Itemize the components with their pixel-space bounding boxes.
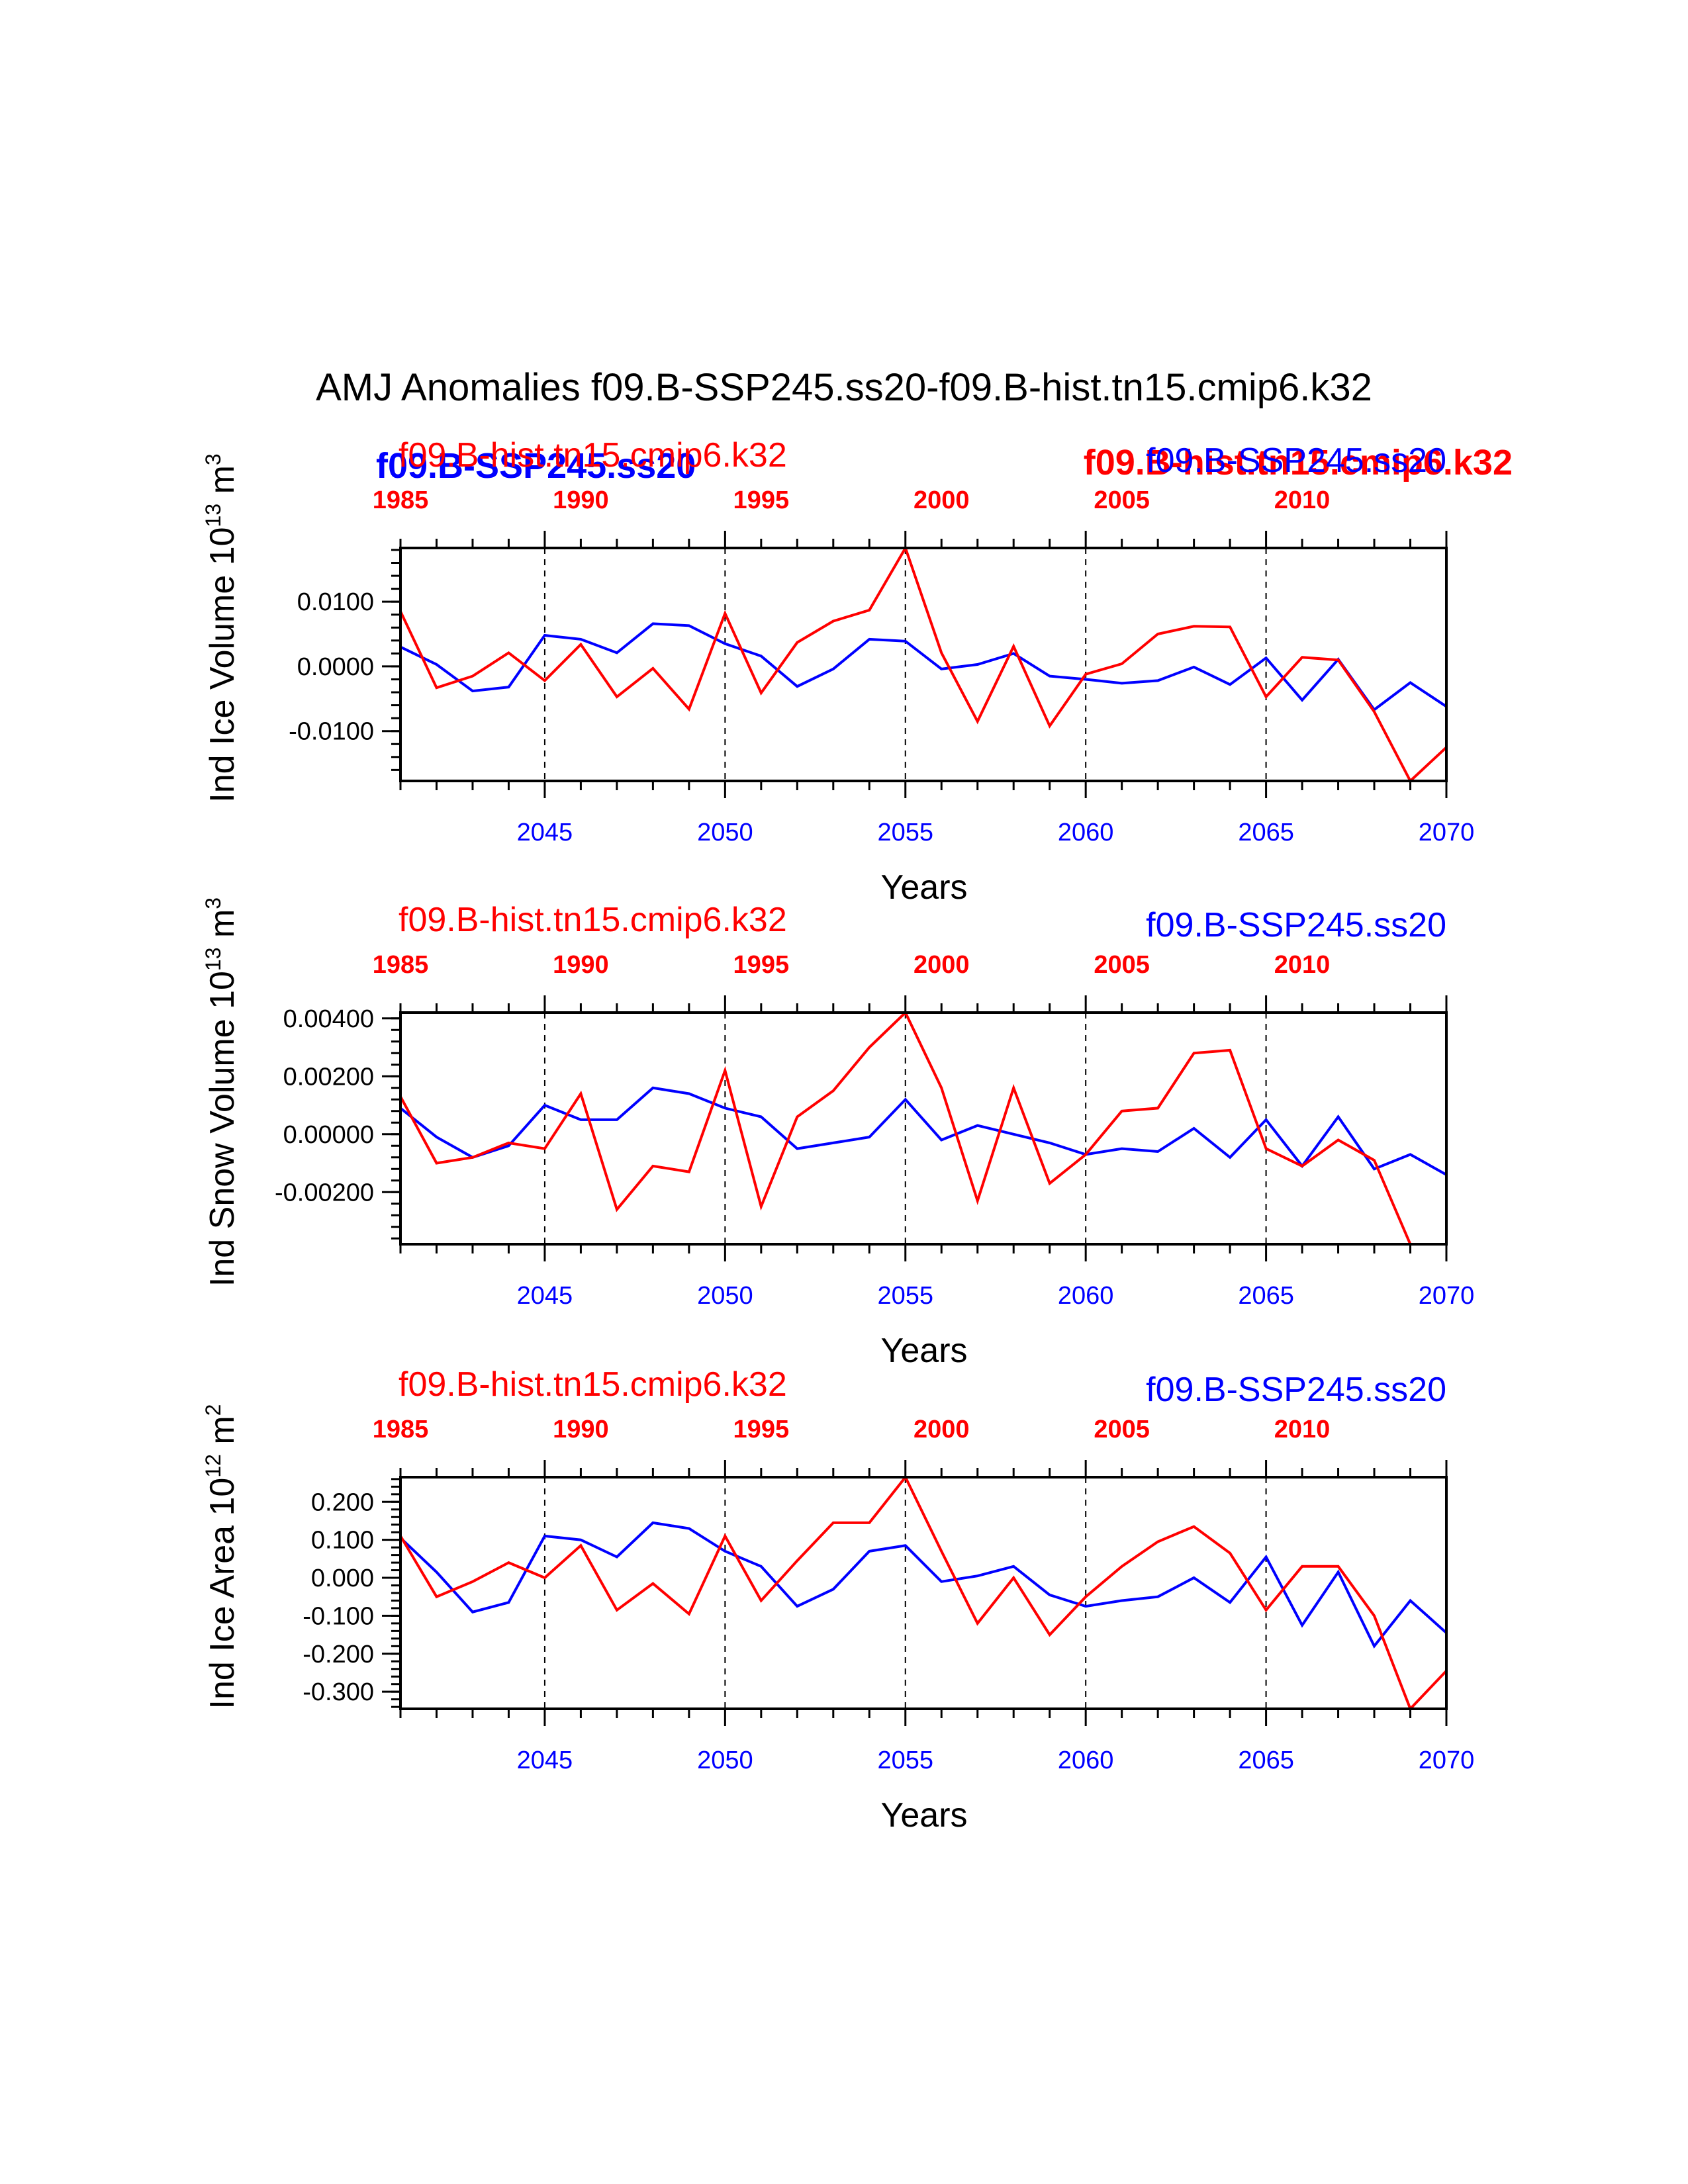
- x-tick-label: 2055: [877, 1282, 933, 1310]
- series-line-ssp245: [399, 1086, 1447, 1176]
- experiment-label-hist: f09.B-hist.tn15.cmip6.k32: [399, 436, 787, 475]
- y-tick-label: -0.100: [303, 1602, 374, 1630]
- x-tick-label: 2070: [1419, 819, 1475, 846]
- plot-frame: [399, 1011, 1448, 1246]
- top-tick-label: 2005: [1094, 486, 1150, 514]
- experiment-label-hist: f09.B-hist.tn15.cmip6.k32: [399, 1365, 787, 1404]
- overlay-label-blue: f09.B-SSP245.ss20: [376, 446, 696, 486]
- x-tick-label: 2070: [1419, 1747, 1475, 1774]
- page-title: AMJ Anomalies f09.B-SSP245.ss20-f09.B-hi…: [316, 366, 1372, 409]
- y-axis-title: Ind Ice Area 1012 m2: [201, 1404, 242, 1709]
- y-tick-label: 0.200: [311, 1488, 374, 1516]
- y-tick-label: 0.000: [311, 1565, 374, 1592]
- top-tick-label: 2000: [914, 486, 970, 514]
- top-tick-label: 1995: [733, 951, 790, 979]
- x-tick-label: 2065: [1238, 1282, 1294, 1310]
- top-tick-label: 2000: [914, 951, 970, 979]
- series-line-hist: [399, 1010, 1446, 1246]
- top-tick-label: 2010: [1274, 1416, 1331, 1443]
- x-tick-label: 2050: [697, 1282, 753, 1310]
- x-tick-label: 2050: [697, 1747, 753, 1774]
- plot-frame: [399, 547, 1448, 782]
- experiment-label-ssp245: f09.B-SSP245.ss20: [1146, 441, 1446, 480]
- series-line-hist: [399, 1475, 1448, 1711]
- top-tick-label: 1990: [553, 1416, 609, 1443]
- y-axis-title: Ind Snow Volume 1013 m3: [201, 897, 242, 1287]
- y-tick-label: 0.00200: [283, 1063, 374, 1091]
- x-tick-label: 2070: [1419, 1282, 1475, 1310]
- chart-panel-1: 2045 2050 2055 2060 2065 2070 1985 1990 1995 2000…: [201, 436, 1474, 907]
- y-tick-label: -0.300: [303, 1678, 374, 1706]
- top-tick-label: 1985: [373, 1416, 429, 1443]
- top-tick-label: 1995: [733, 486, 790, 514]
- series-line-ssp245: [400, 622, 1448, 712]
- y-tick-label: -0.0100: [289, 718, 374, 746]
- y-tick-label: 0.0000: [297, 653, 374, 681]
- y-tick-label: -0.00200: [275, 1179, 374, 1206]
- x-tick-label: 2055: [877, 819, 933, 846]
- top-tick-label: 2005: [1094, 951, 1150, 979]
- x-tick-label: 2060: [1058, 1282, 1114, 1310]
- experiment-label-hist: f09.B-hist.tn15.cmip6.k32: [399, 901, 787, 939]
- x-tick-label: 2065: [1238, 1747, 1294, 1774]
- y-tick-label: 0.00400: [283, 1005, 374, 1033]
- y-tick-label: 0.00000: [283, 1121, 374, 1149]
- x-axis-title: Years: [880, 1796, 967, 1835]
- experiment-label-ssp245: f09.B-SSP245.ss20: [1146, 906, 1446, 944]
- x-tick-label: 2045: [517, 1747, 573, 1774]
- y-tick-label: 0.0100: [297, 588, 374, 616]
- overlay-label-red: f09.B-hist.tn15.cmip6.k32: [1084, 443, 1513, 482]
- y-tick-label: -0.200: [303, 1641, 374, 1668]
- series-line-hist: [399, 545, 1448, 784]
- chart-panel-3: 2045 2050 2055 2060 2065 2070 1985 1990 1995 2000…: [201, 1365, 1474, 1835]
- top-tick-label: 1990: [553, 951, 609, 979]
- x-tick-label: 2055: [877, 1747, 933, 1774]
- chart-panel-2: 2045 2050 2055 2060 2065 2070 1985 1990 1995 2000…: [201, 897, 1474, 1370]
- x-tick-label: 2065: [1238, 819, 1294, 846]
- top-tick-label: 1985: [373, 951, 429, 979]
- series-line-ssp245: [399, 1521, 1448, 1649]
- y-tick-label: 0.100: [311, 1527, 374, 1555]
- top-tick-label: 1990: [553, 486, 609, 514]
- x-axis-title: Years: [880, 868, 967, 907]
- y-axis-title: Ind Ice Volume 1013 m3: [201, 453, 242, 802]
- top-tick-label: 2010: [1274, 951, 1331, 979]
- top-tick-label: 2005: [1094, 1416, 1150, 1443]
- experiment-label-ssp245: f09.B-SSP245.ss20: [1146, 1371, 1446, 1409]
- x-tick-label: 2060: [1058, 819, 1114, 846]
- x-tick-label: 2060: [1058, 1747, 1114, 1774]
- top-tick-label: 1995: [733, 1416, 790, 1443]
- chart-panels: 2045 2050 2055 2060 2065 2070 1985 1990 1995 2000…: [201, 436, 1474, 1835]
- x-tick-label: 2045: [517, 819, 573, 846]
- x-tick-label: 2050: [697, 819, 753, 846]
- top-tick-label: 2010: [1274, 486, 1331, 514]
- top-tick-label: 1985: [373, 486, 429, 514]
- x-tick-label: 2045: [517, 1282, 573, 1310]
- top-tick-label: 2000: [914, 1416, 970, 1443]
- x-axis-title: Years: [880, 1332, 967, 1370]
